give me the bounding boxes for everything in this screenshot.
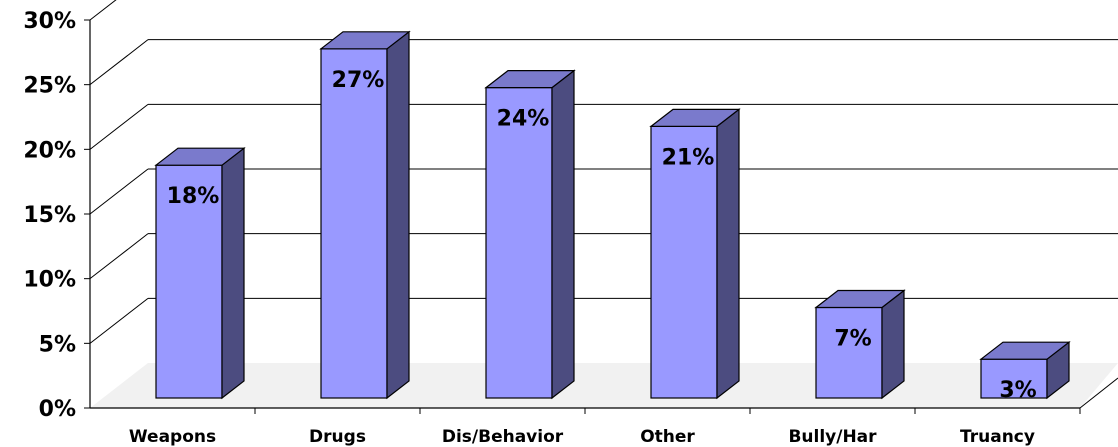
data-label: 24% — [497, 107, 550, 132]
x-category-label: Truancy — [960, 427, 1035, 447]
y-tick-label: 15% — [23, 203, 76, 228]
bar-top — [814, 289, 906, 309]
data-label: 7% — [834, 326, 871, 351]
labels: 0% 5% 10% 15% 20% 25% 30% 18% Weapons 27% Drugs 24%… — [23, 9, 1036, 447]
bar-top — [319, 31, 411, 50]
bar-front — [320, 48, 388, 399]
x-category-label: Other — [640, 427, 695, 447]
y-tick-label: 20% — [23, 138, 76, 163]
bar — [484, 69, 576, 400]
bar-front — [980, 358, 1048, 399]
bar-side — [716, 108, 740, 400]
x-category-label: Bully/Har — [788, 427, 877, 447]
bar-top — [154, 147, 246, 166]
x-category-label: Dis/Behavior — [442, 427, 564, 447]
axes — [84, 19, 1118, 414]
data-label: 27% — [332, 68, 385, 93]
x-category-label: Drugs — [309, 427, 366, 447]
gridline-diagonal — [89, 233, 149, 280]
bar-side — [551, 69, 575, 400]
bar-front — [650, 125, 718, 399]
y-tick-label: 25% — [23, 74, 76, 99]
data-label: 18% — [167, 184, 220, 209]
bar-front — [815, 306, 883, 399]
bar-front — [485, 86, 553, 399]
bar-side — [881, 289, 905, 400]
floor-right-edge — [1079, 377, 1118, 409]
data-label: 21% — [662, 145, 715, 170]
bar-front — [155, 164, 223, 399]
gridline-diagonal — [89, 103, 149, 150]
bar — [649, 108, 741, 400]
y-tick-label: 0% — [39, 397, 76, 422]
bar-top — [484, 69, 576, 89]
gridline-diagonal — [89, 0, 117, 21]
gridline-diagonal — [89, 168, 149, 215]
bar-side — [386, 30, 410, 400]
y-tick-label: 30% — [23, 9, 76, 34]
x-category-label: Weapons — [129, 427, 216, 447]
gridline-diagonal — [89, 39, 149, 86]
bars — [154, 30, 1071, 400]
data-label: 3% — [999, 378, 1036, 403]
bar — [154, 146, 246, 400]
bar-top — [649, 108, 741, 128]
gridline-diagonal — [89, 297, 149, 344]
bar — [319, 30, 411, 400]
bar-side — [221, 146, 245, 400]
y-tick-label: 10% — [23, 268, 76, 293]
y-tick-label: 5% — [39, 332, 76, 357]
bar — [814, 289, 906, 400]
bar-top — [979, 341, 1071, 360]
gridlines — [89, 0, 1118, 344]
bar — [979, 340, 1071, 400]
